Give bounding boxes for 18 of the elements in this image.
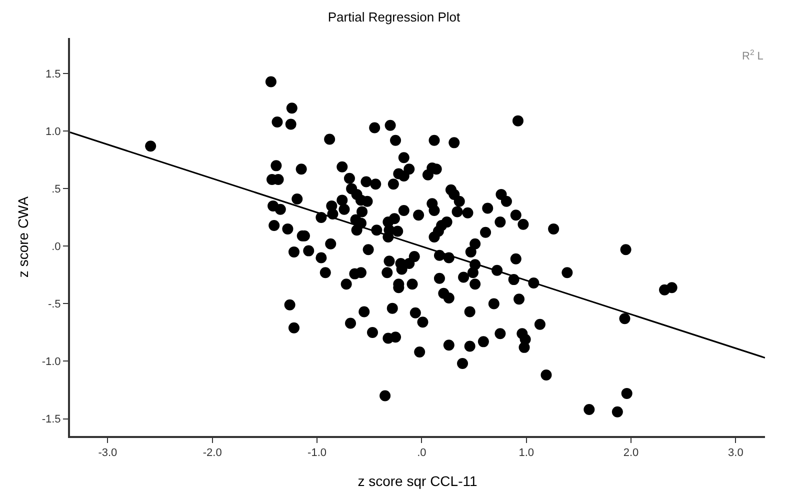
y-tick-label: -1.5 (42, 414, 61, 426)
annotation: R$^{2}$ L (742, 48, 764, 63)
x-tick-label: -3.0 (98, 447, 118, 460)
x-tick-label: .0 (417, 447, 426, 460)
y-tick-label: -1.0 (42, 356, 61, 368)
x-tick-label: 2.0 (623, 447, 639, 460)
x-tick-label: -2.0 (202, 447, 222, 460)
y-tick-label: .0 (52, 241, 61, 254)
y-axis-title: z score CWA (14, 196, 31, 278)
x-tick-label: 3.0 (728, 447, 744, 460)
chart-title: Partial Regression Plot (328, 10, 460, 25)
y-tick-label: .5 (52, 184, 61, 196)
x-tick-label: 1.0 (518, 447, 534, 460)
y-tick-label: 1.0 (46, 126, 61, 138)
y-tick-label: 1.5 (46, 68, 61, 81)
x-axis-title: z score sqr CCL-11 (358, 473, 478, 489)
y-tick-label: -.5 (48, 298, 61, 311)
x-tick-label: -1.0 (308, 447, 327, 460)
